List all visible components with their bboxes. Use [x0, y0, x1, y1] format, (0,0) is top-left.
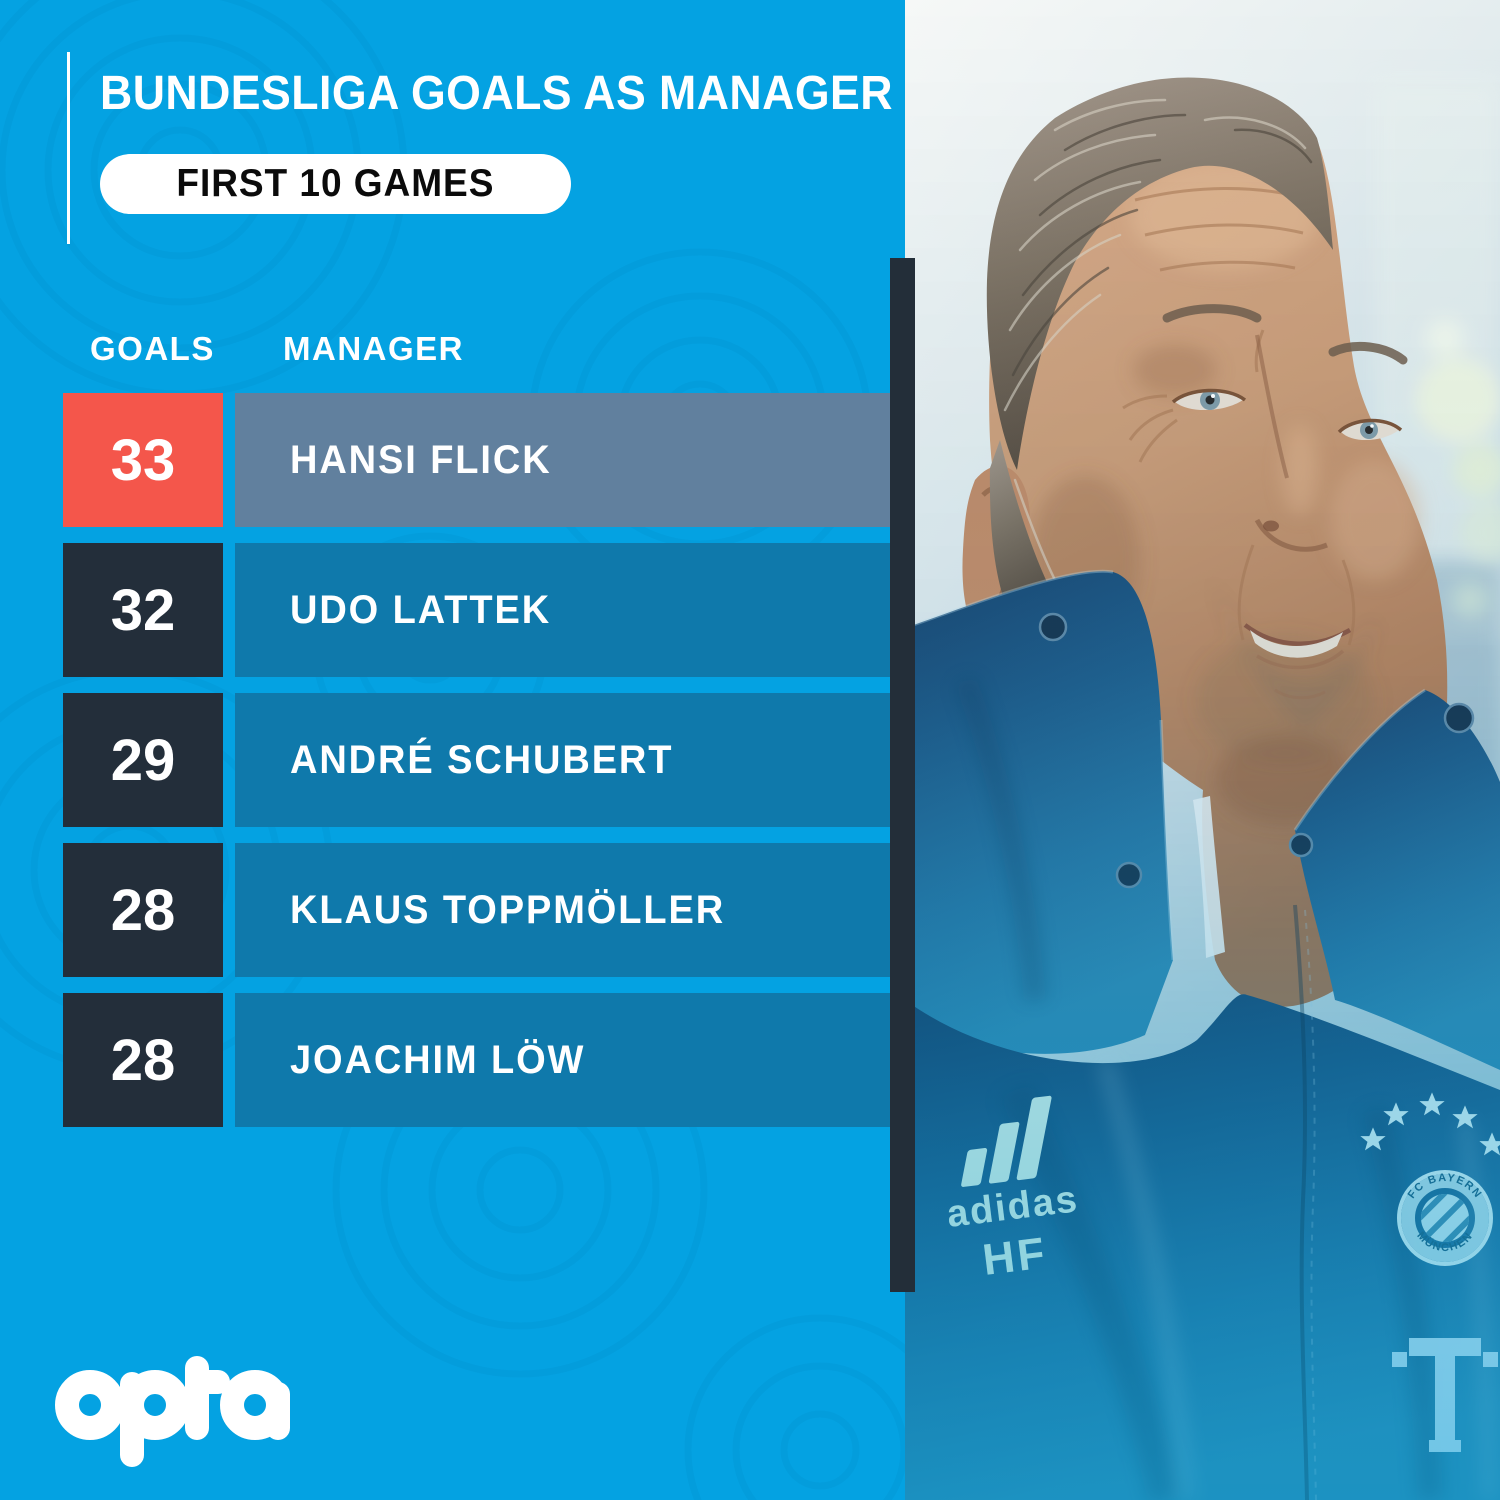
- goals-cell: 33: [63, 393, 223, 527]
- manager-name: KLAUS TOPPMÖLLER: [290, 887, 726, 932]
- table-row: 28 JOACHIM LÖW: [63, 993, 890, 1127]
- goals-cell: 28: [63, 843, 223, 977]
- manager-cell: UDO LATTEK: [235, 543, 890, 677]
- manager-name: JOACHIM LÖW: [290, 1037, 586, 1082]
- subtitle-text: FIRST 10 GAMES: [176, 162, 495, 205]
- page-title: BUNDESLIGA GOALS AS MANAGER: [100, 67, 893, 120]
- goals-cell: 28: [63, 993, 223, 1127]
- goals-cell: 29: [63, 693, 223, 827]
- manager-table: 33 HANSI FLICK 32 UDO LATTEK 29 ANDRÉ SC…: [63, 393, 890, 1143]
- manager-column-header: MANAGER: [283, 330, 464, 367]
- opta-logo: [55, 1356, 290, 1467]
- manager-name: UDO LATTEK: [290, 587, 552, 632]
- manager-cell: JOACHIM LÖW: [235, 993, 890, 1127]
- portrait-illustration: adidas HF: [905, 0, 1500, 1500]
- table-row: 33 HANSI FLICK: [63, 393, 890, 527]
- title-accent-line: [67, 52, 70, 244]
- table-row: 29 ANDRÉ SCHUBERT: [63, 693, 890, 827]
- table-row: 32 UDO LATTEK: [63, 543, 890, 677]
- opta-letter-o: [55, 1370, 125, 1440]
- manager-name: ANDRÉ SCHUBERT: [290, 737, 674, 782]
- manager-cell: KLAUS TOPPMÖLLER: [235, 843, 890, 977]
- manager-photo: adidas HF: [905, 0, 1500, 1500]
- cyan-tint-overlay: [905, 0, 1500, 1500]
- opta-letter-p-bowl: [120, 1370, 190, 1440]
- table-row: 28 KLAUS TOPPMÖLLER: [63, 843, 890, 977]
- goals-cell: 32: [63, 543, 223, 677]
- subtitle-pill: FIRST 10 GAMES: [100, 154, 571, 214]
- stats-panel: BUNDESLIGA GOALS AS MANAGER FIRST 10 GAM…: [55, 52, 893, 1467]
- manager-cell: HANSI FLICK: [235, 393, 890, 527]
- goals-column-header: GOALS: [90, 330, 215, 367]
- manager-name: HANSI FLICK: [290, 437, 552, 482]
- vertical-divider-bar: [890, 258, 915, 1292]
- manager-cell: ANDRÉ SCHUBERT: [235, 693, 890, 827]
